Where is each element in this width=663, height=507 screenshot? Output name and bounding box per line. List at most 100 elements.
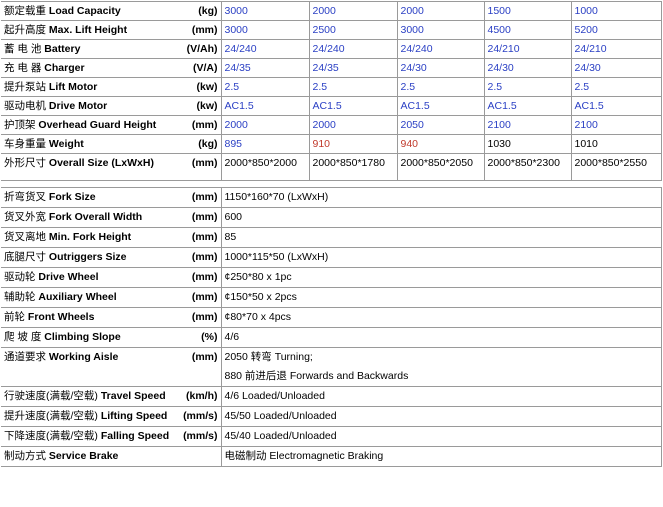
label-en: Drive Motor [48,100,108,112]
spec-value: 2000*850*2000 [220,153,310,181]
common-value: 2050 转弯 Turning; 880 前进后退 Forwards and Ba… [220,347,662,387]
label-unit: (kw) [196,81,218,93]
value-line: 45/40 Loaded/Unloaded [224,430,337,442]
label-en: Service Brake [48,450,119,462]
label-wrap: 爬 坡 度 Climbing Slope (%) [4,330,218,344]
spec-value: 2.5 [483,77,572,97]
label-en: Overall Size (LxWxH) [48,157,154,169]
value-line: 45/50 Loaded/Unloaded [224,410,337,422]
label-wrap: 下降速度(满载/空载) Falling Speed (mm/s) [4,429,218,443]
label-unit: (kg) [198,138,218,150]
value-line: ¢80*70 x 4pcs [224,311,292,323]
label-text: 驱动电机 Drive Motor [4,99,107,113]
common-row: 提升速度(满载/空载) Lifting Speed (mm/s) 45/50 Loa… [1,406,662,427]
spec-row: 车身重量 Weight (kg) 895 910 940 1030 1010 [1,134,662,154]
common-value: 45/40 Loaded/Unloaded [220,426,662,447]
label-text: 货叉外宽 Fork Overall Width [4,210,142,224]
label-unit: (mm) [191,119,218,131]
label-wrap: 提升泵站 Lift Motor (kw) [4,80,218,94]
row-label: 护顶架 Overhead Guard Height (mm) [1,115,222,135]
common-value: 电磁制动 Electromagnetic Braking [220,446,662,467]
label-wrap: 蓄 电 池 Battery (V/Ah) [4,42,218,56]
spec-value: 2100 [483,115,572,135]
label-cn: 制动方式 [4,450,46,462]
spec-value: 3000 [396,20,485,40]
value-line: ¢150*50 x 2pcs [224,291,297,303]
value-line: 1150*160*70 (LxWxH) [224,191,329,203]
label-en: Overhead Guard Height [38,119,157,131]
gap-cell [1,180,661,188]
common-value: ¢150*50 x 2pcs [220,287,662,308]
label-cn: 前轮 [4,311,25,323]
label-text: 爬 坡 度 Climbing Slope [4,330,121,344]
value-line: 1000*115*50 (LxWxH) [224,251,329,263]
value-line: 880 前进后退 Forwards and Backwards [224,370,409,382]
label-cn: 额定载重 [4,5,46,17]
spec-row: 蓄 电 池 Battery (V/Ah) 24/240 24/240 24/240 24/… [1,39,662,59]
spec-value: 24/35 [220,58,310,78]
spec-value: 24/240 [396,39,485,59]
label-unit: (mm) [191,157,218,169]
spec-value: 2500 [308,20,398,40]
row-label: 辅助轮 Auxiliary Wheel (mm) [1,287,222,308]
row-label: 外形尺寸 Overall Size (LxWxH) (mm) [1,153,222,181]
label-wrap: 货叉离地 Min. Fork Height (mm) [4,230,218,244]
label-wrap: 通道要求 Working Aisle (mm) [4,350,218,364]
label-text: 蓄 电 池 Battery [4,42,80,56]
label-unit: (V/A) [193,62,218,74]
label-cn: 行驶速度(满载/空载) [4,390,98,402]
common-value: 1000*115*50 (LxWxH) [220,247,662,268]
spec-row: 驱动电机 Drive Motor (kw) AC1.5 AC1.5 AC1.5 AC1.5… [1,96,662,116]
label-wrap: 前轮 Front Wheels (mm) [4,310,218,324]
spec-row: 起升高度 Max. Lift Height (mm) 3000 2500 3000 450… [1,20,662,40]
label-unit: (mm) [191,351,218,363]
common-row: 通道要求 Working Aisle (mm) 2050 转弯 Turning; 88… [1,347,662,387]
spec-value: 24/240 [308,39,398,59]
label-unit: (%) [201,331,218,343]
label-cn: 充 电 器 [4,62,42,74]
row-label: 提升泵站 Lift Motor (kw) [1,77,222,97]
common-row: 货叉离地 Min. Fork Height (mm) 85 [1,227,662,248]
spec-value: 2000 [308,1,398,21]
label-unit: (mm) [191,291,218,303]
spec-value: 2000*850*1780 [308,153,398,181]
spec-row: 护顶架 Overhead Guard Height (mm) 2000 2000 205… [1,115,662,135]
row-label: 车身重量 Weight (kg) [1,134,222,154]
label-text: 起升高度 Max. Lift Height [4,23,127,37]
spec-value: 2000*850*2550 [570,153,662,181]
spec-value: 2050 [396,115,485,135]
label-cn: 通道要求 [4,351,46,363]
label-cn: 折弯货叉 [4,191,46,203]
label-cn: 蓄 电 池 [4,43,42,55]
label-cn: 驱动轮 [4,271,36,283]
label-en: Drive Wheel [38,271,99,283]
value-line: 2050 转弯 Turning; [224,351,313,363]
label-en: Working Aisle [48,351,119,363]
label-text: 护顶架 Overhead Guard Height [4,118,156,132]
label-cn: 底腿尺寸 [4,251,46,263]
common-row: 行驶速度(满载/空载) Travel Speed (km/h) 4/6 Loaded… [1,386,662,407]
common-row: 驱动轮 Drive Wheel (mm) ¢250*80 x 1pc [1,267,662,288]
label-text: 前轮 Front Wheels [4,310,94,324]
label-en: Travel Speed [100,390,166,402]
label-cn: 辅助轮 [4,291,36,303]
spec-value: 895 [220,134,310,154]
label-unit: (mm/s) [183,410,218,422]
label-unit: (km/h) [186,390,218,402]
spec-value: 1030 [483,134,572,154]
value-line: 85 [224,231,237,243]
row-label: 额定载重 Load Capacity (kg) [1,1,222,21]
label-text: 通道要求 Working Aisle [4,350,118,364]
value-line: 4/6 Loaded/Unloaded [224,390,325,402]
label-unit: (mm) [191,251,218,263]
spec-value: 910 [308,134,398,154]
row-label: 蓄 电 池 Battery (V/Ah) [1,39,222,59]
label-en: Max. Lift Height [48,24,128,36]
spec-value: AC1.5 [570,96,662,116]
spec-value: 2.5 [308,77,398,97]
label-cn: 下降速度(满载/空载) [4,430,98,442]
label-wrap: 额定载重 Load Capacity (kg) [4,4,218,18]
label-text: 额定载重 Load Capacity [4,4,121,18]
value-line: 4/6 [224,331,240,343]
label-text: 折弯货叉 Fork Size [4,190,96,204]
